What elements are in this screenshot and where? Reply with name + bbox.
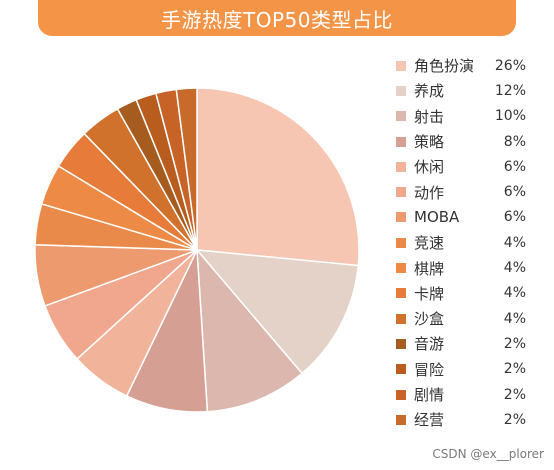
legend-swatch (396, 288, 406, 299)
legend-value: 8% (503, 133, 526, 150)
legend-swatch (396, 338, 406, 349)
legend-item: 冒险 2% (396, 357, 536, 382)
legend-swatch (396, 136, 406, 147)
legend-item: 竞速 4% (396, 230, 536, 255)
legend-swatch (396, 85, 406, 96)
legend-label: 卡牌 (414, 284, 445, 303)
legend-swatch (396, 60, 406, 71)
legend-swatch (396, 111, 406, 122)
legend-value: 2% (503, 411, 526, 428)
legend-swatch (396, 187, 406, 198)
legend-value: 4% (503, 234, 526, 251)
pie-slice-2 (195, 249, 360, 375)
legend-swatch (396, 364, 406, 375)
legend-value: 6% (503, 158, 526, 175)
legend-value: 6% (503, 209, 526, 226)
chart-title-bar: 手游热度TOP50类型占比 (38, 0, 516, 36)
legend-value: 4% (503, 285, 526, 302)
legend-value: 26% (494, 57, 526, 74)
legend-label: MOBA (414, 208, 460, 227)
legend-swatch (396, 212, 406, 223)
legend-value: 2% (503, 335, 526, 352)
legend-swatch (396, 313, 406, 324)
legend-item: 养成 12% (396, 78, 536, 103)
legend-item: 棋牌 4% (396, 255, 536, 280)
legend-value: 2% (503, 361, 526, 378)
legend-item: 音游 2% (396, 331, 536, 356)
legend-label: 休闲 (414, 158, 445, 177)
legend-swatch (396, 161, 406, 172)
legend-label: 竞速 (414, 234, 445, 253)
legend-value: 4% (503, 260, 526, 277)
legend-swatch (396, 389, 406, 400)
legend-swatch (396, 263, 406, 274)
chart-legend: 角色扮演 26% 养成 12% 射击 10% 策略 8% 休闲 6% 动作 6% MOBA 6% 竞速 4% 棋… (396, 53, 536, 432)
legend-label: 策略 (414, 133, 445, 152)
legend-swatch (396, 414, 406, 425)
legend-swatch (396, 237, 406, 248)
watermark-text: CSDN @ex__plorer (432, 447, 544, 461)
pie-slice-3 (196, 247, 304, 413)
legend-label: 经营 (414, 411, 445, 430)
legend-item: 休闲 6% (396, 154, 536, 179)
legend-label: 棋牌 (414, 259, 445, 278)
legend-value: 12% (494, 82, 526, 99)
chart-title: 手游热度TOP50类型占比 (161, 7, 393, 32)
legend-label: 冒险 (414, 360, 445, 379)
legend-value: 10% (494, 108, 526, 125)
legend-item: 经营 2% (396, 407, 536, 432)
pie-slice-15 (175, 87, 198, 251)
legend-label: 动作 (414, 183, 445, 202)
legend-item: 卡牌 4% (396, 281, 536, 306)
legend-item: 沙盒 4% (396, 306, 536, 331)
legend-item: 角色扮演 26% (396, 53, 536, 78)
legend-label: 射击 (414, 107, 445, 126)
legend-value: 6% (503, 184, 526, 201)
legend-label: 沙盒 (414, 310, 445, 329)
legend-item: 射击 10% (396, 104, 536, 129)
legend-item: MOBA 6% (396, 205, 536, 230)
legend-item: 剧情 2% (396, 382, 536, 407)
legend-label: 角色扮演 (414, 57, 475, 76)
legend-item: 动作 6% (396, 179, 536, 204)
legend-value: 2% (503, 386, 526, 403)
pie-slice-1 (196, 87, 360, 267)
legend-label: 音游 (414, 335, 445, 354)
legend-item: 策略 8% (396, 129, 536, 154)
legend-value: 4% (503, 310, 526, 327)
legend-label: 养成 (414, 82, 445, 101)
legend-label: 剧情 (414, 386, 445, 404)
